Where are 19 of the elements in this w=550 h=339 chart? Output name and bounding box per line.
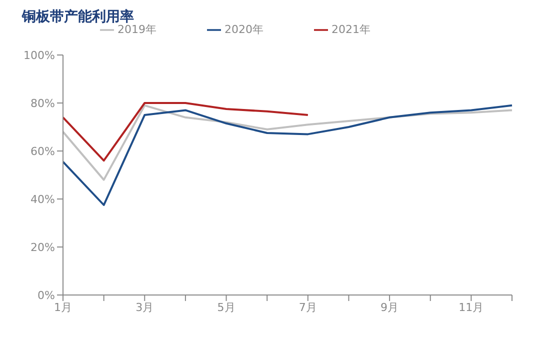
legend-label: 2019年: [118, 23, 156, 36]
line-series: [62, 104, 513, 206]
legend-label: 2020年: [224, 23, 264, 36]
x-tick-label: 3月: [136, 300, 154, 314]
y-tick-label: 40%: [30, 192, 55, 206]
x-tick-label: 5月: [217, 300, 236, 314]
y-tick-label: 20%: [30, 240, 55, 254]
line-series: [62, 104, 513, 181]
line-series: [62, 102, 309, 162]
x-tick-label: 7月: [298, 300, 317, 314]
y-tick-label: 0%: [38, 288, 55, 302]
legend-label: 2021年: [332, 23, 370, 36]
chart-title: 铜板带产能利用率: [22, 8, 134, 25]
y-tick-label: 60%: [30, 144, 55, 158]
x-tick-label: 11月: [458, 300, 484, 314]
x-tick-label: 1月: [54, 300, 72, 314]
y-tick-label: 80%: [30, 96, 55, 110]
y-tick-label: 100%: [24, 48, 55, 62]
x-tick-label: 9月: [380, 300, 399, 314]
